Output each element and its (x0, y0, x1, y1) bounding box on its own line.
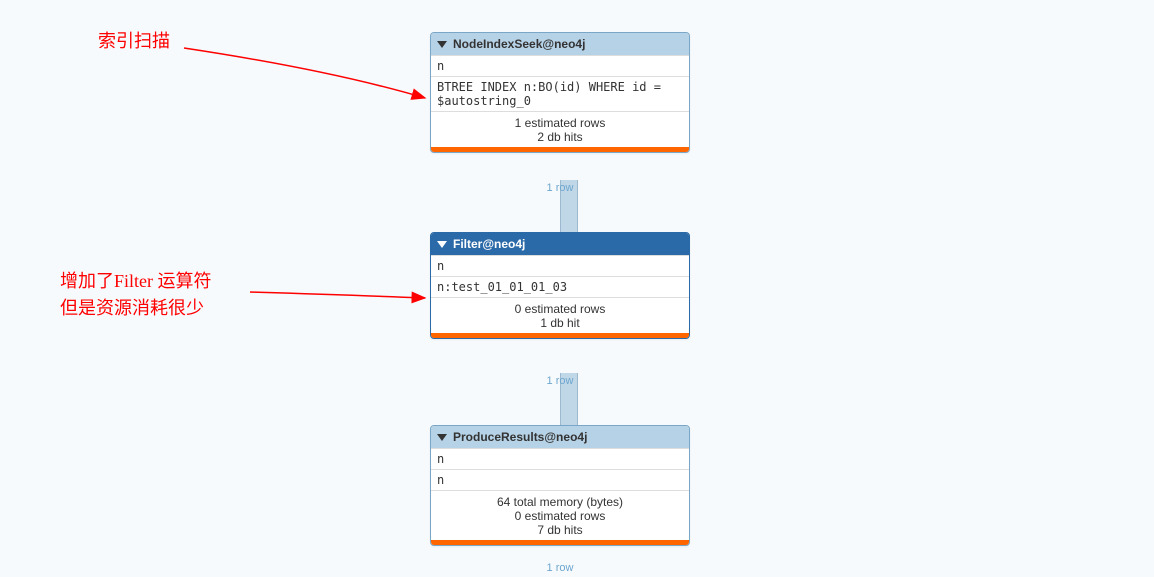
row-label-2: 1 row (430, 375, 690, 387)
node-detail-row: n (431, 255, 689, 276)
node-detail-row: n (431, 469, 689, 490)
node-header[interactable]: Filter@neo4j (431, 233, 689, 255)
node-detail-row: n (431, 55, 689, 76)
diagram-stage: NodeIndexSeek@neo4jnBTREE INDEX n:BO(id)… (0, 0, 1154, 577)
row-label-3: 1 row (430, 562, 690, 574)
annotation-line: 但是资源消耗很少 (60, 295, 212, 322)
node-stats: 1 estimated rows2 db hits (431, 111, 689, 147)
node-detail-row: BTREE INDEX n:BO(id) WHERE id = $autostr… (431, 76, 689, 111)
row-label-1: 1 row (430, 182, 690, 194)
collapse-triangle-icon[interactable] (437, 434, 447, 441)
annotation-line: 增加了Filter 运算符 (60, 268, 212, 295)
node-accent-bar (431, 540, 689, 545)
annotation-arrow (250, 292, 425, 298)
node-detail-row: n (431, 448, 689, 469)
node-title: Filter@neo4j (453, 233, 525, 255)
node-stat-line: 2 db hits (431, 130, 689, 144)
node-accent-bar (431, 147, 689, 152)
annotation-index-scan: 索引扫描 (98, 28, 170, 55)
annotation-line: 索引扫描 (98, 28, 170, 55)
annotation-arrow (184, 48, 425, 98)
node-stat-line: 1 estimated rows (431, 116, 689, 130)
node-header[interactable]: NodeIndexSeek@neo4j (431, 33, 689, 55)
collapse-triangle-icon[interactable] (437, 41, 447, 48)
annotation-filter-operator: 增加了Filter 运算符但是资源消耗很少 (60, 268, 212, 322)
node-stat-line: 64 total memory (bytes) (431, 495, 689, 509)
node-title: NodeIndexSeek@neo4j (453, 33, 585, 55)
plan-node-produce-results: ProduceResults@neo4jnn64 total memory (b… (430, 425, 690, 546)
node-stat-line: 0 estimated rows (431, 302, 689, 316)
node-stats: 0 estimated rows1 db hit (431, 297, 689, 333)
node-title: ProduceResults@neo4j (453, 426, 587, 448)
node-stat-line: 0 estimated rows (431, 509, 689, 523)
node-accent-bar (431, 333, 689, 338)
plan-node-node-index-seek: NodeIndexSeek@neo4jnBTREE INDEX n:BO(id)… (430, 32, 690, 153)
node-stat-line: 7 db hits (431, 523, 689, 537)
node-header[interactable]: ProduceResults@neo4j (431, 426, 689, 448)
node-detail-row: n:test_01_01_01_03 (431, 276, 689, 297)
collapse-triangle-icon[interactable] (437, 241, 447, 248)
plan-node-filter: Filter@neo4jnn:test_01_01_01_030 estimat… (430, 232, 690, 339)
node-stats: 64 total memory (bytes)0 estimated rows7… (431, 490, 689, 540)
node-stat-line: 1 db hit (431, 316, 689, 330)
